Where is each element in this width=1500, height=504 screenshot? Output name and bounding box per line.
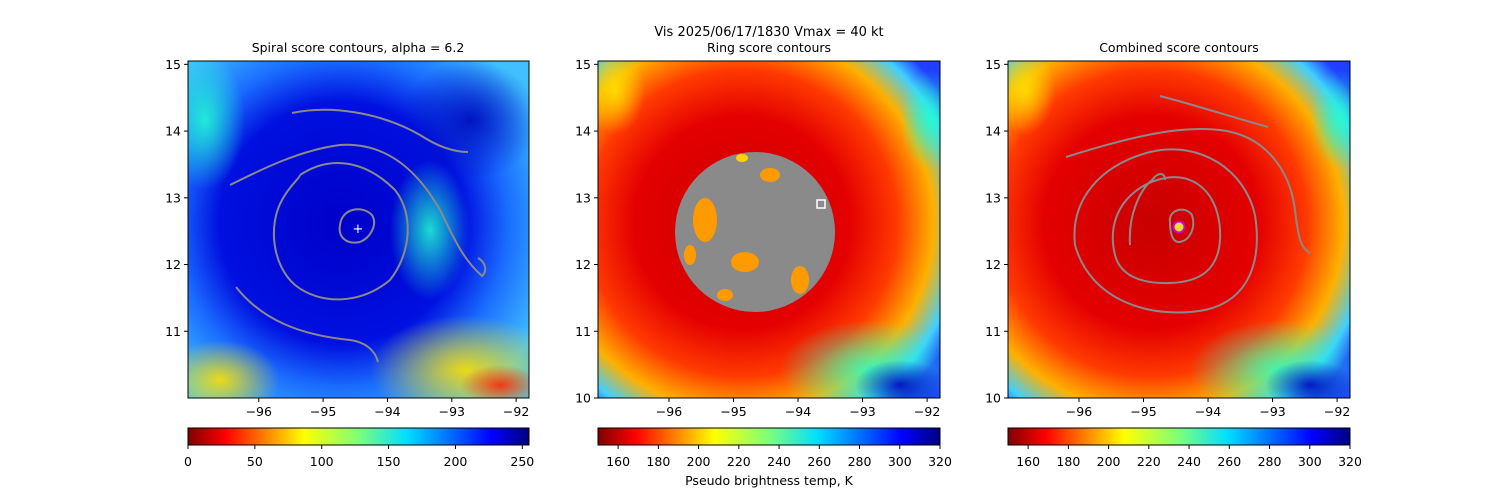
- colorbar-3: 160 180 200 220 240 260 280 300 320: [1007, 427, 1362, 469]
- colorbar-tick-label: 160: [606, 454, 630, 469]
- colorbar-tick-label: 320: [1338, 454, 1362, 469]
- combined-contours: [1065, 95, 1311, 314]
- y-tick-label: 13: [985, 190, 1001, 205]
- y-tick-label: 14: [985, 124, 1001, 139]
- panel-ring-title: Ring score contours: [707, 40, 831, 55]
- colorbar-tick-label: 300: [1298, 454, 1322, 469]
- x-tick-label: −92: [1324, 404, 1350, 419]
- colorbar-tick-label: 320: [928, 454, 952, 469]
- colorbar-tick-label: 200: [687, 454, 711, 469]
- figure-suptitle: Vis 2025/06/17/1830 Vmax = 40 kt: [654, 25, 883, 40]
- ring-score-patches-yellow: [736, 154, 748, 162]
- colorbar-1: 0 50 100 150 200 250: [184, 427, 534, 469]
- y-tick-label: 12: [985, 257, 1001, 272]
- y-tick-label: 14: [575, 124, 591, 139]
- panel-spiral-axes: −96 −95 −94 −93 −92 11 12 13 14 15: [165, 57, 529, 419]
- colorbar-tick-label: 300: [888, 454, 912, 469]
- colorbar-tick-label: 260: [807, 454, 831, 469]
- y-tick-label: 11: [575, 324, 591, 339]
- panel-combined: Combined score contours −96 −95 −94 −93 −92 1…: [985, 40, 1351, 419]
- y-tick-label: 11: [165, 324, 181, 339]
- colorbar-tick-label: 100: [310, 454, 334, 469]
- x-tick-label: −96: [1066, 404, 1092, 419]
- colorbar-tick-label: 220: [1137, 454, 1161, 469]
- panel-combined-title: Combined score contours: [1099, 40, 1259, 55]
- panel-spiral-title: Spiral score contours, alpha = 6.2: [252, 40, 465, 55]
- x-tick-label: −93: [849, 404, 875, 419]
- panel-ring: Ring score contours −96 −95 −94 −93 −92 10 11 1…: [575, 40, 941, 419]
- x-tick-label: −94: [1195, 404, 1221, 419]
- colorbar-tick-label: 250: [510, 454, 534, 469]
- x-tick-label: −96: [656, 404, 682, 419]
- colorbar-tick-label: 220: [727, 454, 751, 469]
- colorbar-tick-label: 260: [1217, 454, 1241, 469]
- y-tick-label: 13: [165, 190, 181, 205]
- panel-spiral-image: +: [188, 61, 529, 398]
- colorbar-tick-label: 0: [184, 454, 192, 469]
- colorbar-tick-label: 160: [1016, 454, 1040, 469]
- y-tick-label: 12: [575, 257, 591, 272]
- colorbar-tick-label: 200: [1097, 454, 1121, 469]
- y-tick-label: 15: [985, 57, 1001, 72]
- panel-combined-axes: −96 −95 −94 −93 −92 10 11 12 13 14 15: [985, 57, 1350, 419]
- colorbar-tick-label: 150: [377, 454, 401, 469]
- x-tick-label: −92: [503, 404, 529, 419]
- colorbar-2: 160 180 200 220 240 260 280 300 320 Pseudo brigh…: [597, 427, 952, 488]
- combined-center-marker: [1172, 220, 1186, 234]
- x-tick-label: −94: [374, 404, 400, 419]
- y-tick-label: 10: [575, 391, 591, 406]
- y-tick-label: 12: [165, 257, 181, 272]
- y-tick-label: 10: [985, 391, 1001, 406]
- colorbar-tick-label: 180: [1056, 454, 1080, 469]
- y-tick-label: 13: [575, 190, 591, 205]
- spiral-center-marker: +: [353, 222, 364, 237]
- panel-combined-image: [1008, 61, 1350, 398]
- y-tick-label: 14: [165, 124, 181, 139]
- y-tick-label: 15: [575, 57, 591, 72]
- x-tick-label: −94: [785, 404, 811, 419]
- colorbar-tick-label: 240: [767, 454, 791, 469]
- colorbar-label: Pseudo brightness temp, K: [685, 473, 854, 488]
- panel-ring-image: [598, 61, 940, 398]
- ring-score-patches: [684, 168, 809, 301]
- panel-spiral: Spiral score contours, alpha = 6.2 + −96…: [165, 40, 530, 419]
- x-tick-label: −95: [310, 404, 336, 419]
- x-tick-label: −93: [1259, 404, 1285, 419]
- panel-ring-axes: −96 −95 −94 −93 −92 10 11 12 13 14 15: [575, 57, 940, 419]
- spiral-contours: [229, 108, 487, 363]
- colorbar-tick-label: 200: [444, 454, 468, 469]
- y-tick-label: 15: [165, 57, 181, 72]
- y-tick-label: 11: [985, 324, 1001, 339]
- colorbar-tick-label: 50: [247, 454, 263, 469]
- x-tick-label: −93: [439, 404, 465, 419]
- x-tick-label: −95: [1130, 404, 1156, 419]
- colorbar-tick-label: 240: [1177, 454, 1201, 469]
- ring-marker: [816, 199, 826, 209]
- x-tick-label: −96: [246, 404, 272, 419]
- colorbar-tick-label: 280: [1258, 454, 1282, 469]
- colorbar-tick-label: 280: [848, 454, 872, 469]
- x-tick-label: −95: [720, 404, 746, 419]
- colorbar-tick-label: 180: [646, 454, 670, 469]
- x-tick-label: −92: [914, 404, 940, 419]
